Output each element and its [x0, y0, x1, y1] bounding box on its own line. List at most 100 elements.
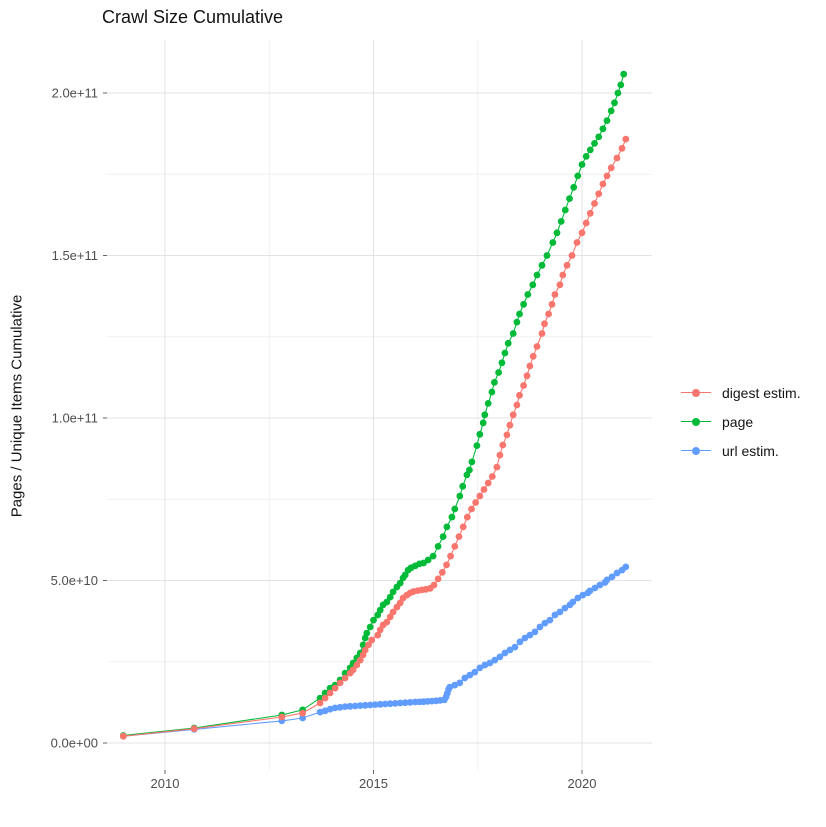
data-point: [557, 218, 565, 225]
data-point: [496, 451, 504, 459]
data-point: [443, 561, 450, 569]
data-point: [299, 714, 306, 722]
data-point: [376, 626, 384, 634]
data-point: [351, 702, 359, 710]
data-point: [556, 281, 564, 289]
data-point: [396, 579, 404, 587]
data-point: [434, 575, 442, 583]
data-point: [543, 252, 551, 259]
data-point: [459, 482, 467, 490]
data-point: [561, 604, 569, 612]
data-point: [526, 631, 534, 639]
data-point: [607, 164, 615, 172]
data-point: [493, 463, 501, 471]
data-point: [466, 466, 473, 474]
data-point: [586, 587, 594, 595]
data-point: [473, 442, 481, 449]
data-point: [368, 636, 376, 644]
data-point: [569, 598, 577, 606]
data-point: [366, 701, 374, 709]
series-line: [123, 138, 627, 737]
data-point: [359, 641, 367, 649]
data-point: [471, 668, 479, 676]
data-point: [506, 421, 514, 429]
data-point: [484, 400, 492, 407]
data-point: [443, 523, 451, 531]
data-point: [617, 81, 625, 89]
data-point: [479, 419, 487, 427]
data-point: [374, 631, 382, 639]
data-point: [381, 700, 389, 708]
data-point: [331, 684, 339, 692]
data-point: [316, 699, 324, 707]
data-point: [386, 613, 394, 621]
data-point: [321, 694, 329, 702]
data-point: [466, 671, 474, 679]
data-point: [326, 689, 334, 697]
data-point: [556, 608, 564, 616]
data-point: [591, 140, 598, 147]
legend-item-digest-estim: digest estim.: [681, 378, 801, 407]
data-point: [538, 261, 546, 269]
data-point: [599, 180, 607, 188]
legend-label-url-estim: url estim.: [722, 442, 779, 459]
data-point: [516, 391, 523, 399]
legend-item-url-estim: url estim.: [681, 436, 801, 465]
data-point: [448, 513, 456, 521]
data-point: [549, 239, 557, 246]
x-tick-label: 2020: [568, 776, 597, 791]
data-point: [401, 699, 409, 707]
data-point: [386, 593, 394, 601]
data-point: [568, 252, 576, 259]
data-point: [361, 646, 369, 654]
data-point: [391, 700, 399, 707]
data-point: [578, 229, 586, 237]
data-point: [376, 700, 384, 708]
data-point: [461, 674, 469, 682]
data-point: [570, 183, 578, 191]
data-point: [501, 649, 509, 657]
data-point: [472, 499, 480, 506]
data-point: [356, 656, 364, 664]
data-point: [546, 616, 554, 624]
data-point: [363, 629, 371, 637]
series-digest-estim: [119, 135, 630, 740]
series-url-estim: [119, 563, 630, 740]
data-point: [521, 634, 529, 642]
data-point: [618, 144, 626, 152]
data-point: [516, 638, 524, 646]
data-point: [401, 571, 409, 579]
data-point: [591, 584, 599, 592]
data-point: [488, 473, 496, 480]
data-point: [341, 669, 349, 677]
data-point: [396, 699, 404, 707]
data-point: [582, 219, 590, 227]
data-point: [561, 206, 569, 214]
data-point: [578, 161, 586, 168]
data-point: [316, 694, 324, 702]
data-point: [370, 616, 377, 624]
data-point: [336, 679, 344, 687]
data-point: [468, 505, 475, 513]
data-point: [603, 576, 611, 584]
data-point: [331, 704, 339, 712]
data-point: [595, 133, 603, 141]
legend-key-page-icon: [681, 416, 711, 428]
data-point: [438, 569, 446, 576]
data-point: [509, 330, 517, 337]
data-point: [439, 533, 447, 540]
y-tick-label: 1.0e+11: [52, 411, 98, 426]
data-point: [365, 641, 372, 649]
data-point: [529, 352, 537, 360]
x-tick-label: 2010: [151, 776, 180, 791]
data-point: [536, 623, 544, 631]
data-point: [361, 701, 369, 709]
data-point: [533, 271, 541, 279]
data-point: [484, 479, 492, 487]
data-point: [511, 643, 519, 651]
data-point: [476, 430, 484, 438]
data-point: [447, 552, 454, 560]
data-point: [582, 153, 590, 160]
data-point: [622, 563, 630, 571]
data-point: [614, 89, 622, 97]
